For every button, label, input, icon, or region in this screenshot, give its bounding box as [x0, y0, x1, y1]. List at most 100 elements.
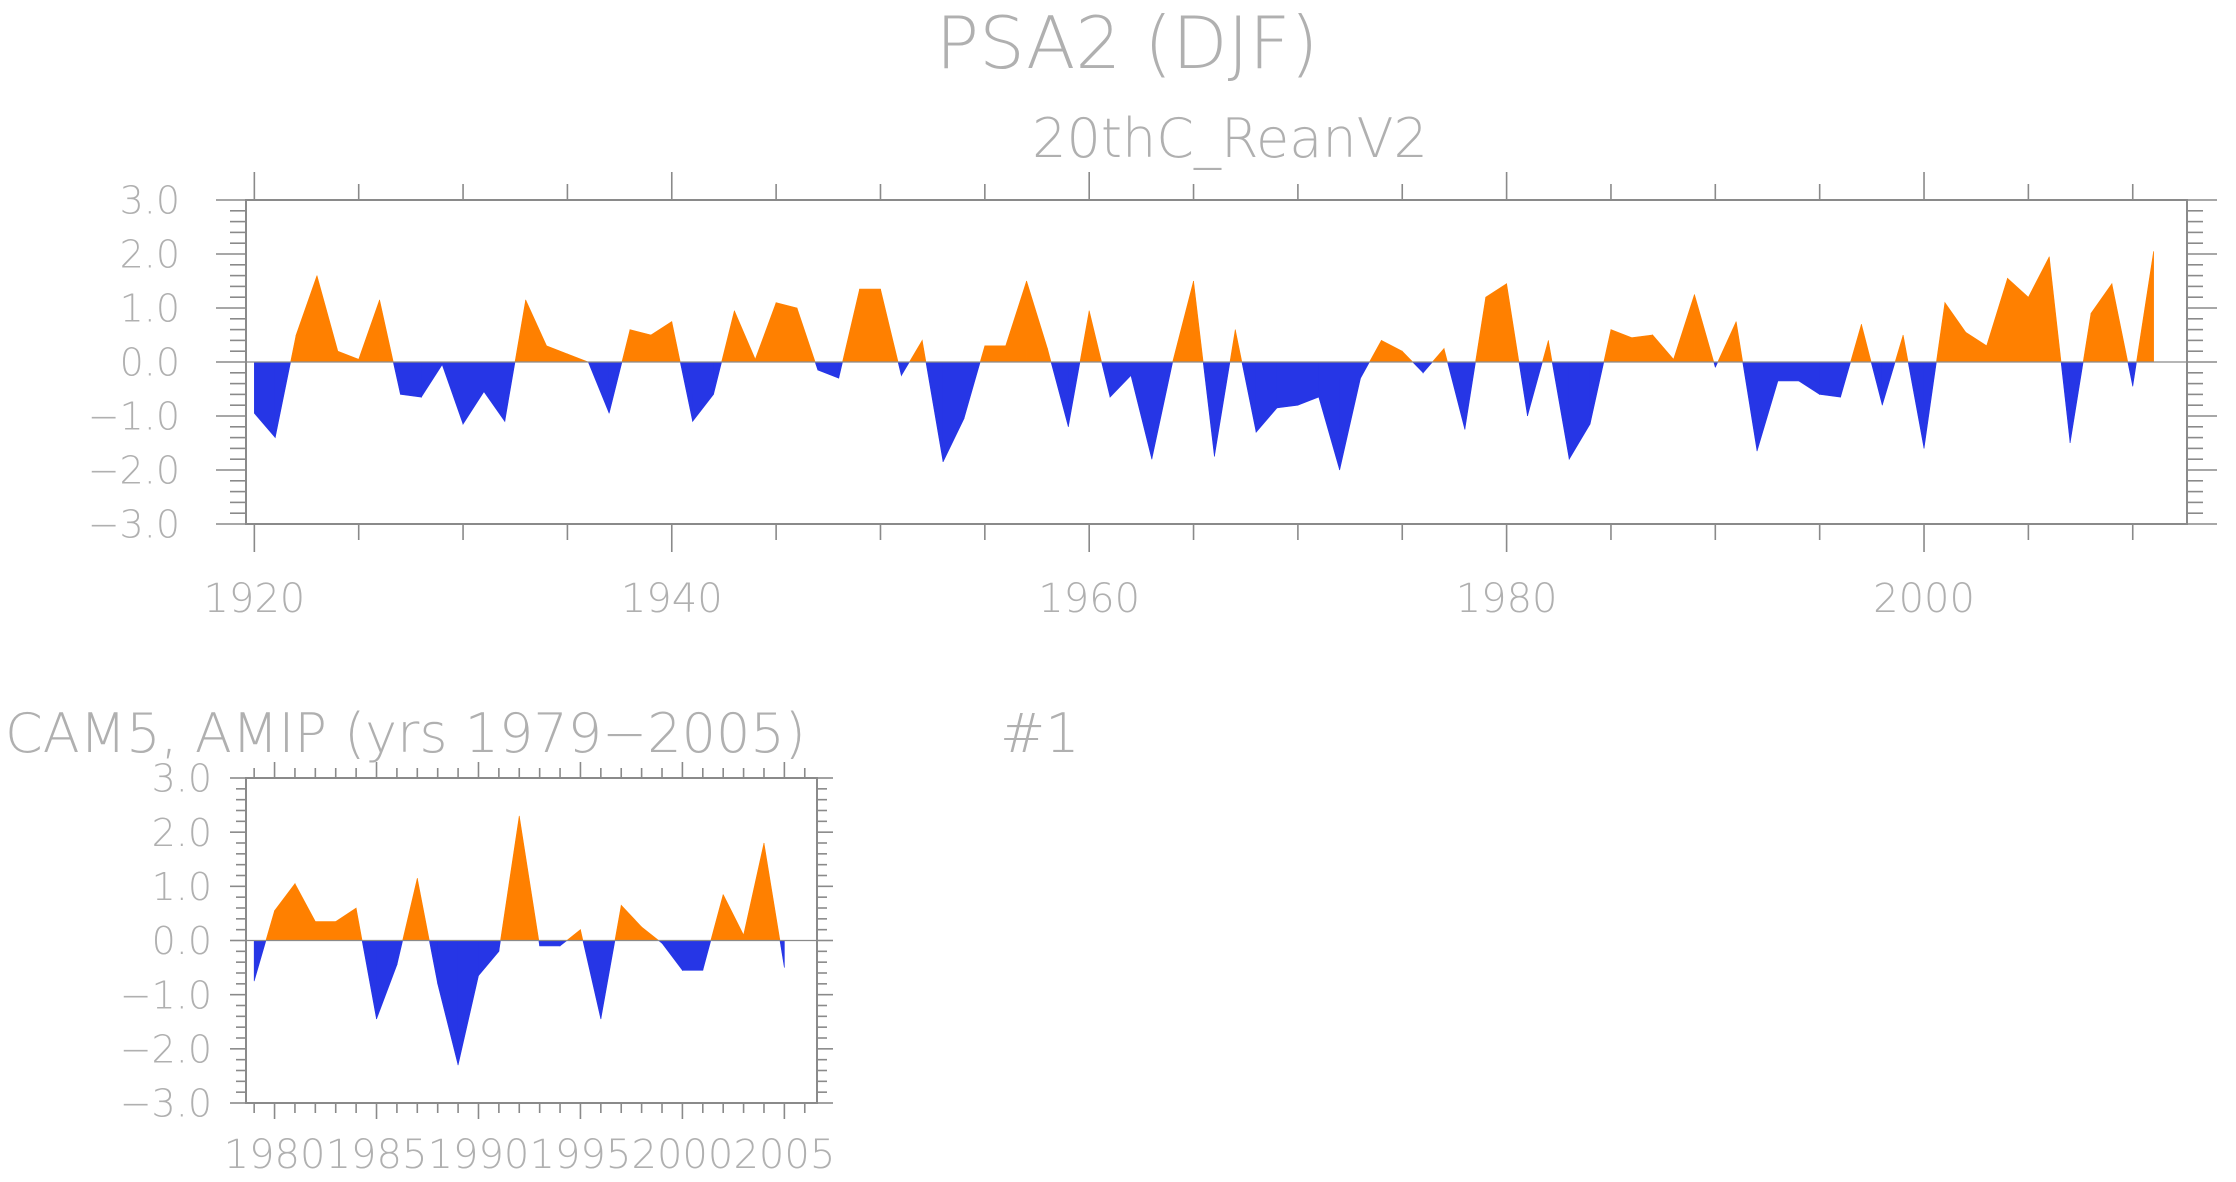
rean-area-positive-1973-1	[1368, 340, 1382, 363]
cam5-area-negative-1984-1	[361, 940, 377, 1020]
rean-area-negative-1982-1	[1551, 361, 1570, 460]
rean-area-positive-1938-0	[629, 329, 652, 363]
cam5-area-positive-1997-0	[620, 904, 642, 941]
rean-area-positive-1937-1	[621, 329, 631, 363]
rean-area-negative-1954-0	[963, 361, 981, 419]
rean-area-positive-1921-1	[290, 334, 297, 363]
cam5-area-negative-1979-0	[253, 940, 267, 982]
rean-area-negative-1983-0	[1568, 361, 1591, 461]
rean-area-positive-1989-0	[1694, 294, 1715, 363]
rean-area-negative-2007-0	[2069, 361, 2084, 444]
rean-area-positive-1966-1	[1229, 329, 1236, 363]
rean-area-positive-1958-0	[1047, 348, 1052, 363]
rean-area-negative-1998-0	[1881, 361, 1896, 406]
rean-area-positive-1987-0	[1652, 334, 1674, 363]
panel-label: #1	[1000, 702, 1080, 765]
rean-area-positive-1949-0	[859, 288, 881, 363]
rean-area-positive-1954-1	[979, 345, 986, 363]
rean-area-negative-1996-0	[1840, 361, 1851, 398]
rean-area-positive-1934-0	[546, 345, 568, 363]
rean-area-negative-1995-0	[1819, 361, 1841, 398]
rean-area-positive-1945-0	[775, 302, 798, 363]
rean-area-negative-1926-1	[392, 361, 401, 395]
rean-area-positive-2004-0	[2007, 277, 2029, 363]
rean-area-negative-2006-1	[2060, 361, 2071, 444]
cam5-area-negative-1990-0	[478, 940, 500, 977]
rean-area-negative-1963-0	[1151, 361, 1174, 460]
rean-area-negative-1975-1	[1411, 361, 1424, 374]
cam5-area-positive-1984-0	[355, 907, 363, 941]
rean-area-positive-1957-0	[1026, 280, 1048, 363]
rean-area-positive-2007-1	[2082, 313, 2092, 363]
cam5-area-negative-2001-0	[702, 940, 712, 971]
rean-area-positive-1935-0	[567, 353, 589, 363]
rean-area-positive-1988-0	[1673, 294, 1695, 363]
rean-area-negative-1940-1	[679, 361, 693, 422]
cam5-ytick-label-5: −2.0	[120, 1028, 212, 1072]
cam5-area-negative-1988-0	[437, 940, 459, 1066]
rean-area-negative-1968-0	[1255, 361, 1278, 434]
rean-area-negative-2000-0	[1923, 361, 1937, 449]
rean-area-positive-1926-0	[379, 299, 394, 363]
rean-ytick-label-2: 1.0	[120, 287, 180, 331]
rean-area-positive-1979-0	[1485, 283, 1507, 363]
cam5-area-positive-2001-1	[710, 894, 724, 941]
rean-xtick-label-1940: 1940	[621, 576, 723, 622]
chart-1-title: 20thC_ReanV2	[1032, 107, 1428, 170]
rean-area-negative-1990-0	[1715, 361, 1719, 368]
rean-area-negative-1929-0	[441, 361, 464, 425]
rean-area-negative-1936-0	[587, 361, 610, 414]
rean-ytick-label-5: −2.0	[88, 449, 180, 493]
rean-area-positive-2008-0	[2090, 282, 2113, 363]
cam5-area-negative-1989-0	[457, 940, 479, 1066]
rean-area-positive-1933-0	[525, 299, 547, 363]
rean-area-negative-1966-0	[1214, 361, 1231, 457]
rean-area-positive-1997-0	[1861, 324, 1872, 363]
cam5-area-negative-1996-0	[600, 940, 616, 1020]
rean-area-positive-1948-1	[842, 289, 860, 363]
chart-reanalysis: 1920 1940 1960 1980 2000 3.0 2.0 1.0 0.0 −1.0 −2.0…	[88, 172, 2217, 622]
cam5-area-positive-2004-0	[763, 842, 781, 941]
rean-ytick-label-3: 0.0	[120, 341, 180, 385]
rean-area-positive-1943-0	[734, 310, 756, 363]
cam5-xtick-label-1980: 1980	[224, 1132, 326, 1177]
cam5-xtick-label-1985: 1985	[326, 1132, 428, 1177]
cam5-ytick-label-0: 3.0	[152, 757, 212, 801]
rean-area-negative-1950-1	[897, 361, 902, 376]
cam5-area-negative-1985-0	[376, 940, 398, 1020]
rean-area-negative-1977-1	[1447, 361, 1466, 430]
rean-area-positive-1932-1	[514, 299, 526, 363]
rean-area-negative-1942-0	[713, 361, 722, 395]
rean-xtick-label-1980: 1980	[1456, 576, 1558, 622]
rean-area-positive-1939-0	[650, 320, 673, 363]
rean-area-negative-1994-0	[1798, 361, 1820, 395]
rean-area-positive-2005-0	[2028, 256, 2050, 363]
rean-area-negative-1920-0	[254, 361, 276, 439]
cam5-ytick-label-2: 1.0	[152, 865, 212, 909]
rean-area-negative-1992-0	[1756, 361, 1779, 452]
rean-area-positive-1950-0	[880, 289, 899, 363]
rean-xtick-label-1920: 1920	[203, 576, 305, 622]
rean-area-positive-1981-1	[1541, 340, 1549, 363]
cam5-area-positive-1998-0	[641, 926, 660, 941]
rean-area-positive-1999-0	[1902, 334, 1909, 363]
rean-area-negative-1930-0	[462, 361, 485, 426]
rean-area-negative-1960-1	[1101, 361, 1111, 398]
rean-area-negative-1951-0	[901, 361, 910, 377]
cam5-area-positive-1987-0	[417, 878, 430, 941]
rean-area-negative-1991-1	[1742, 361, 1758, 452]
cam5-area-negative-1986-0	[396, 940, 404, 965]
cam5-xtick-label-2000: 2000	[632, 1132, 734, 1177]
cam5-area-positive-1995-0	[580, 929, 584, 941]
rean-area-positive-1990-1	[1717, 321, 1737, 363]
rean-area-negative-1959-0	[1068, 361, 1081, 427]
chart-cam5-amip: 1980 1985 1990 1995 2000 2005 3.0 2.0 1.0 0.0 −1.0…	[120, 757, 836, 1178]
rean-area-negative-1965-1	[1202, 361, 1215, 457]
cam5-area-negative-2004-1	[779, 940, 785, 968]
rean-area-positive-1967-0	[1234, 329, 1243, 363]
rean-area-positive-1940-0	[671, 321, 681, 363]
rean-area-positive-1978-1	[1475, 297, 1487, 363]
rean-area-negative-1976-0	[1422, 361, 1434, 374]
rean-xtick-label-2000: 2000	[1873, 576, 1975, 622]
